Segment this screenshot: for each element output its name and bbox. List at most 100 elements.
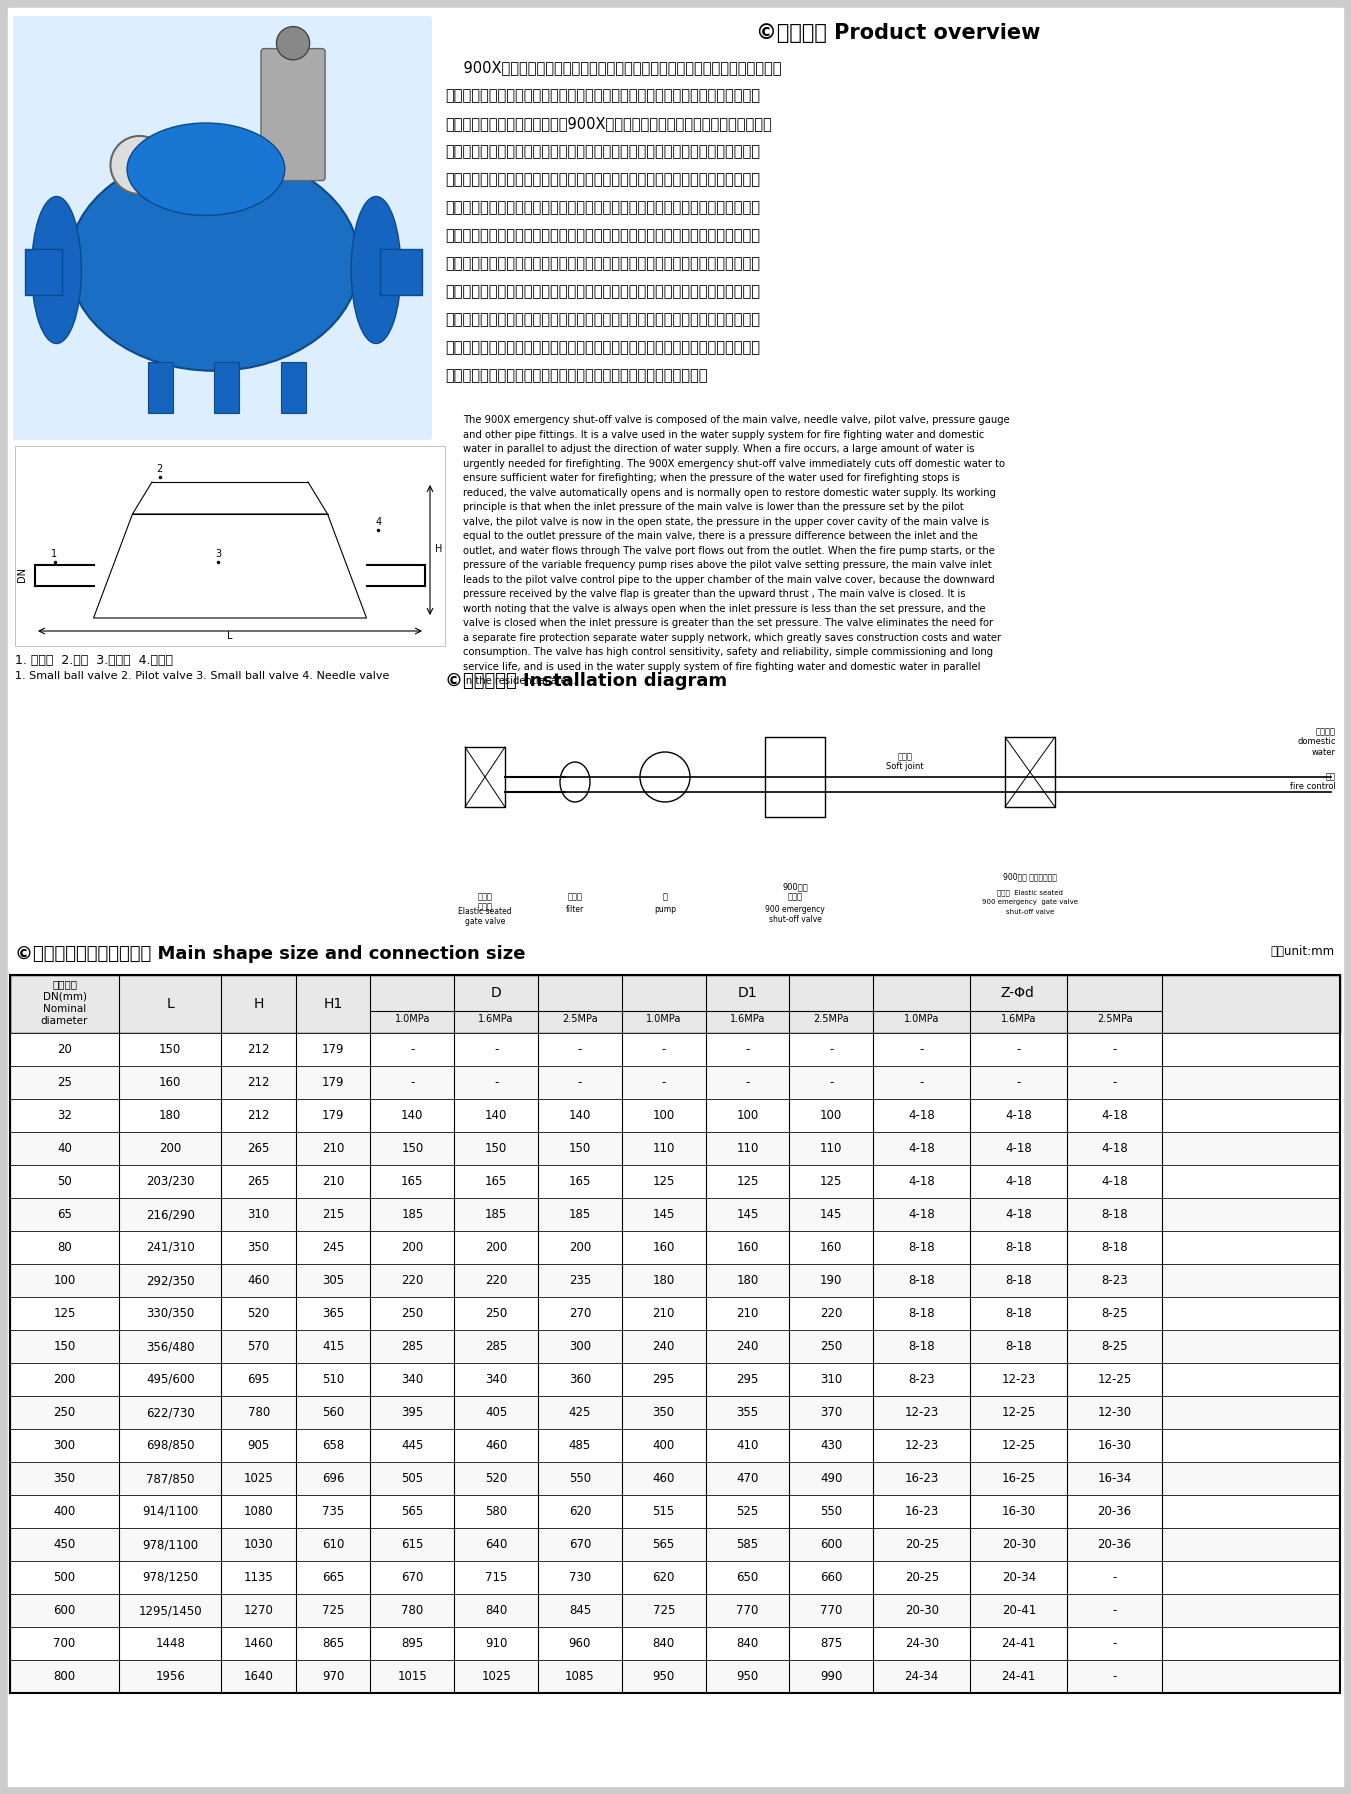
Text: 12-30: 12-30 — [1097, 1406, 1132, 1419]
Text: worth noting that the valve is always open when the inlet pressure is less than : worth noting that the valve is always op… — [463, 603, 986, 614]
Text: H1: H1 — [324, 997, 343, 1012]
Text: 696: 696 — [322, 1473, 345, 1485]
Text: 580: 580 — [485, 1505, 507, 1518]
Text: 570: 570 — [247, 1340, 270, 1353]
Text: 510: 510 — [322, 1372, 345, 1387]
Text: 495/600: 495/600 — [146, 1372, 195, 1387]
Text: 905: 905 — [247, 1439, 270, 1451]
Text: 610: 610 — [322, 1537, 345, 1552]
Text: 145: 145 — [820, 1207, 843, 1222]
Text: 780: 780 — [247, 1406, 270, 1419]
Text: 560: 560 — [322, 1406, 345, 1419]
Text: 1025: 1025 — [243, 1473, 274, 1485]
Text: 300: 300 — [569, 1340, 590, 1353]
Text: ensure sufficient water for firefighting; when the pressure of the water used fo: ensure sufficient water for firefighting… — [463, 474, 959, 483]
Text: 770: 770 — [820, 1604, 843, 1616]
Text: 460: 460 — [247, 1274, 270, 1286]
Bar — [9, 1627, 1340, 1659]
Text: 8-25: 8-25 — [1101, 1308, 1128, 1320]
Text: 250: 250 — [401, 1308, 423, 1320]
Text: 450: 450 — [54, 1537, 76, 1552]
Text: The 900X emergency shut-off valve is composed of the main valve, needle valve, p: The 900X emergency shut-off valve is com… — [463, 414, 1009, 425]
Bar — [9, 1329, 1340, 1363]
Bar — [0, 1787, 1351, 1794]
Text: 405: 405 — [485, 1406, 507, 1419]
Text: 220: 220 — [485, 1274, 508, 1286]
Text: ©主要外形尺寸和连接尺寸 Main shape size and connection size: ©主要外形尺寸和连接尺寸 Main shape size and connect… — [15, 945, 526, 963]
Text: 65: 65 — [57, 1207, 72, 1222]
Text: 1295/1450: 1295/1450 — [138, 1604, 203, 1616]
Text: 16-23: 16-23 — [905, 1505, 939, 1518]
Text: 145: 145 — [653, 1207, 676, 1222]
Text: 8-18: 8-18 — [1101, 1207, 1128, 1222]
Text: 670: 670 — [401, 1572, 423, 1584]
Text: 400: 400 — [54, 1505, 76, 1518]
Text: 1640: 1640 — [243, 1670, 274, 1683]
Text: 4-18: 4-18 — [1005, 1175, 1032, 1188]
Text: 140: 140 — [401, 1109, 423, 1121]
Text: 730: 730 — [569, 1572, 590, 1584]
Text: 1270: 1270 — [243, 1604, 274, 1616]
Text: 100: 100 — [736, 1109, 759, 1121]
Text: 20-36: 20-36 — [1097, 1505, 1132, 1518]
Text: 弹性座
封阀阀: 弹性座 封阀阀 — [477, 892, 493, 911]
Text: 840: 840 — [485, 1604, 507, 1616]
Text: 445: 445 — [401, 1439, 423, 1451]
Text: filter: filter — [566, 904, 584, 913]
Text: diameter: diameter — [41, 1017, 88, 1026]
Text: -: - — [830, 1042, 834, 1057]
Text: 179: 179 — [322, 1109, 345, 1121]
Text: principle is that when the inlet pressure of the main valve is lower than the pr: principle is that when the inlet pressur… — [463, 502, 963, 511]
Text: -: - — [830, 1076, 834, 1089]
Text: 990: 990 — [820, 1670, 843, 1683]
Bar — [9, 1430, 1340, 1462]
Text: 355: 355 — [736, 1406, 758, 1419]
Text: 250: 250 — [54, 1406, 76, 1419]
Text: D: D — [490, 987, 501, 999]
Text: 640: 640 — [485, 1537, 508, 1552]
Text: 460: 460 — [653, 1473, 676, 1485]
Text: 185: 185 — [401, 1207, 423, 1222]
Text: 620: 620 — [569, 1505, 592, 1518]
Text: 410: 410 — [736, 1439, 759, 1451]
Text: 3: 3 — [215, 549, 222, 560]
Text: 125: 125 — [736, 1175, 759, 1188]
Text: 8-18: 8-18 — [908, 1340, 935, 1353]
Text: 350: 350 — [54, 1473, 76, 1485]
Text: -: - — [1112, 1604, 1117, 1616]
Text: -: - — [1016, 1076, 1021, 1089]
Text: 消防用水；当消防停止用水压力减小时，阀门自动打开，呼常开状态，恢复生活供: 消防用水；当消防停止用水压力减小时，阀门自动打开，呼常开状态，恢复生活供 — [444, 144, 761, 160]
Text: 180: 180 — [736, 1274, 759, 1286]
Text: outlet, and water flows through The valve port flows out from the outlet. When t: outlet, and water flows through The valv… — [463, 545, 994, 556]
FancyBboxPatch shape — [14, 16, 432, 440]
Text: 过滤器: 过滤器 — [567, 892, 582, 901]
Text: L: L — [227, 631, 232, 640]
Text: 4-18: 4-18 — [1005, 1143, 1032, 1155]
Text: 430: 430 — [820, 1439, 843, 1451]
Text: 415: 415 — [322, 1340, 345, 1353]
Text: -: - — [578, 1042, 582, 1057]
Text: ©产品概述 Product overview: ©产品概述 Product overview — [755, 23, 1040, 43]
Text: 978/1250: 978/1250 — [142, 1572, 199, 1584]
Bar — [765, 737, 825, 816]
Text: 360: 360 — [569, 1372, 590, 1387]
Text: 160: 160 — [653, 1241, 676, 1254]
FancyBboxPatch shape — [261, 48, 326, 181]
Text: 25: 25 — [57, 1076, 72, 1089]
Text: Z-Φd: Z-Φd — [1001, 987, 1035, 999]
Text: 12-25: 12-25 — [1001, 1439, 1036, 1451]
Bar — [9, 1561, 1340, 1595]
Text: 4: 4 — [376, 517, 381, 527]
Text: 8-18: 8-18 — [1005, 1308, 1032, 1320]
Text: 515: 515 — [653, 1505, 674, 1518]
Text: 8-18: 8-18 — [908, 1241, 935, 1254]
Text: 650: 650 — [736, 1572, 759, 1584]
Text: 8-18: 8-18 — [1005, 1340, 1032, 1353]
Text: 220: 220 — [820, 1308, 843, 1320]
Text: 4-18: 4-18 — [1005, 1109, 1032, 1121]
Text: 210: 210 — [322, 1143, 345, 1155]
Text: 715: 715 — [485, 1572, 508, 1584]
Text: -: - — [662, 1042, 666, 1057]
Text: -: - — [411, 1042, 415, 1057]
Text: 关闭阀  Elastic seated: 关闭阀 Elastic seated — [997, 890, 1063, 895]
